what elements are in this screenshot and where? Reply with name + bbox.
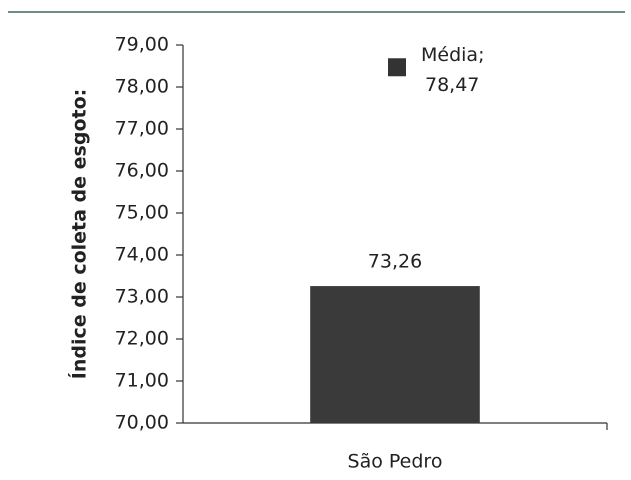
y-tick-label: 78,00: [115, 76, 169, 98]
y-tick-label: 73,00: [115, 286, 169, 308]
bar: [310, 286, 480, 423]
y-tick-label: 76,00: [115, 160, 169, 182]
y-axis-title: Índice de coleta de esgoto:: [68, 89, 91, 380]
y-tick-label: 71,00: [115, 370, 169, 392]
y-tick-label: 79,00: [115, 34, 169, 56]
y-tick-label: 77,00: [115, 118, 169, 140]
y-tick-label: 72,00: [115, 328, 169, 350]
data-label: 73,26: [368, 251, 422, 273]
data-label: 78,47: [425, 74, 479, 96]
x-tick-label: São Pedro: [348, 451, 443, 473]
mean-marker: [388, 58, 406, 77]
y-tick-label: 74,00: [115, 244, 169, 266]
y-tick-label: 70,00: [115, 412, 169, 434]
legend-name: Média;: [421, 44, 484, 66]
y-tick-label: 75,00: [115, 202, 169, 224]
